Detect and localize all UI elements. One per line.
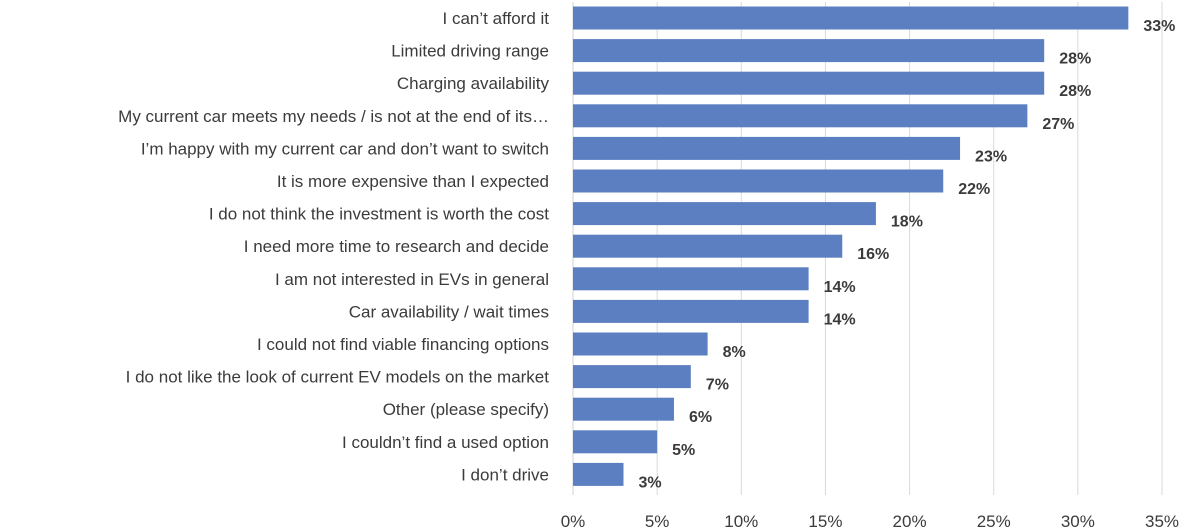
data-label: 33% — [1143, 18, 1175, 35]
category-label: I need more time to research and decide — [244, 237, 549, 256]
bar — [573, 202, 876, 226]
x-tick-label: 0% — [561, 512, 586, 531]
data-label: 27% — [1042, 116, 1074, 133]
x-tick-label: 20% — [893, 512, 927, 531]
x-tick-label: 35% — [1145, 512, 1179, 531]
bar — [573, 332, 708, 356]
bar — [573, 104, 1028, 128]
data-label: 14% — [824, 311, 856, 328]
category-label: Other (please specify) — [383, 400, 549, 419]
data-label: 5% — [672, 442, 695, 459]
category-label: I’m happy with my current car and don’t … — [141, 139, 549, 158]
data-label: 28% — [1059, 83, 1091, 100]
data-label: 18% — [891, 214, 923, 231]
bar — [573, 299, 809, 323]
x-tick-label: 5% — [645, 512, 670, 531]
category-label: I do not like the look of current EV mod… — [126, 368, 550, 387]
data-label: 23% — [975, 148, 1007, 165]
category-label: My current car meets my needs / is not a… — [118, 107, 549, 126]
bar — [573, 267, 809, 291]
data-label: 14% — [824, 279, 856, 296]
bar — [573, 430, 658, 454]
category-label: I do not think the investment is worth t… — [209, 205, 549, 224]
data-label: 8% — [723, 344, 746, 361]
bar — [573, 365, 691, 389]
data-label: 7% — [706, 377, 729, 394]
bars — [573, 6, 1129, 486]
category-label: I am not interested in EVs in general — [275, 270, 549, 289]
x-tick-label: 10% — [724, 512, 758, 531]
category-labels: I can’t afford it Limited driving range Ch… — [118, 9, 549, 484]
data-label: 3% — [638, 474, 661, 491]
category-label: Car availability / wait times — [349, 302, 549, 321]
data-label: 6% — [689, 409, 712, 426]
bar — [573, 462, 624, 486]
data-label: 28% — [1059, 51, 1091, 68]
category-label: I don’t drive — [461, 465, 549, 484]
bar — [573, 234, 843, 258]
bar — [573, 169, 944, 193]
category-label: I could not find viable financing option… — [257, 335, 549, 354]
x-tick-label: 15% — [808, 512, 842, 531]
data-label: 16% — [857, 246, 889, 263]
bar — [573, 71, 1045, 95]
category-label: Charging availability — [397, 74, 550, 93]
value-labels: 33%28%28%27%23%22%18%16%14%14%8%7%6%5%3% — [638, 18, 1175, 491]
bar — [573, 136, 961, 160]
x-tick-label: 30% — [1061, 512, 1095, 531]
category-label: I couldn’t find a used option — [342, 433, 549, 452]
category-label: Limited driving range — [391, 42, 549, 61]
bar — [573, 39, 1045, 63]
bar — [573, 397, 674, 421]
category-label: I can’t afford it — [443, 9, 550, 28]
x-axis-tick-labels: 0% 5% 10% 15% 20% 25% 30% 35% — [561, 512, 1179, 531]
bar — [573, 6, 1129, 30]
x-tick-label: 25% — [977, 512, 1011, 531]
category-label: It is more expensive than I expected — [277, 172, 549, 191]
data-label: 22% — [958, 181, 990, 198]
